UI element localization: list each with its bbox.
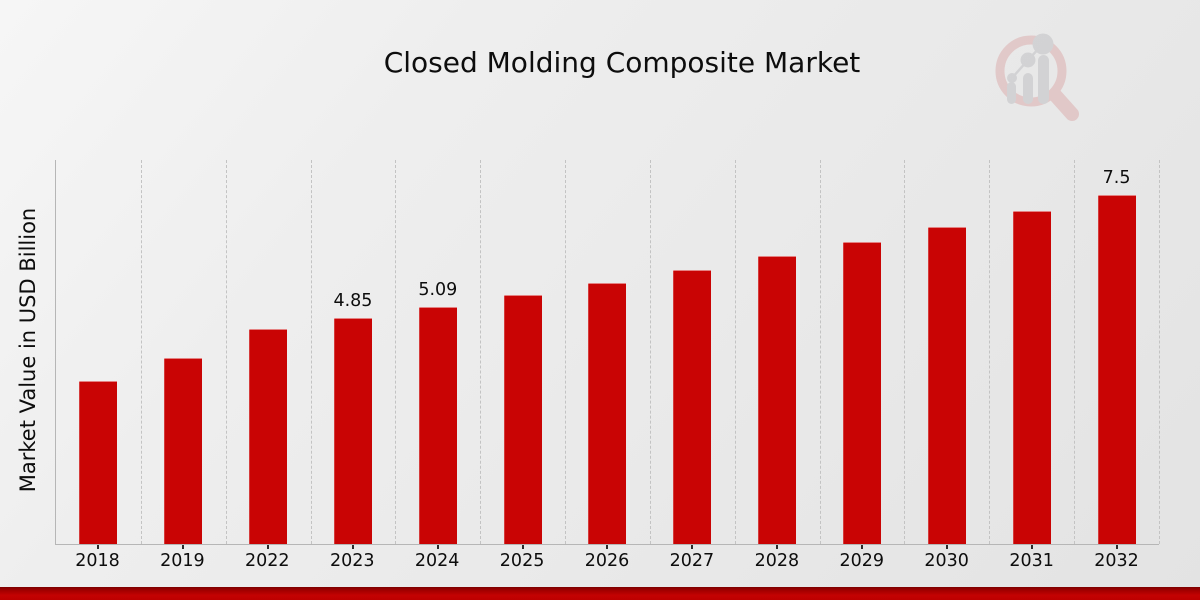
bar-slot-2027 bbox=[650, 160, 735, 549]
gridline bbox=[480, 160, 482, 544]
plot-area: 4.85 5.09 7.5 bbox=[55, 160, 1160, 549]
bar-slot-2032: 7.5 bbox=[1074, 160, 1159, 549]
x-tick-label-2026: 2026 bbox=[584, 551, 630, 571]
x-tick-label-2030: 2030 bbox=[924, 551, 969, 571]
bar-2028 bbox=[758, 256, 797, 544]
x-tick-mark bbox=[182, 545, 185, 549]
x-tick-mark bbox=[1115, 545, 1118, 549]
gridline bbox=[819, 160, 821, 544]
x-tick-mark bbox=[776, 545, 779, 549]
x-tick-mark bbox=[436, 545, 439, 549]
bar-slot-2030 bbox=[904, 160, 989, 549]
bar-slot-2022 bbox=[226, 160, 311, 549]
bar-slot-2028 bbox=[735, 160, 820, 549]
x-tick-label-2024: 2024 bbox=[414, 551, 460, 571]
bar-2024 bbox=[418, 306, 457, 544]
chart-title: Closed Molding Composite Market bbox=[383, 46, 861, 79]
bar-value-label-2023: 4.85 bbox=[333, 291, 373, 311]
bar-slot-2023: 4.85 bbox=[311, 160, 396, 549]
gridline bbox=[1159, 160, 1160, 544]
bar-2025 bbox=[503, 295, 542, 544]
bars-layer: 4.85 5.09 7.5 bbox=[56, 160, 1159, 549]
gridline bbox=[565, 160, 567, 544]
x-tick-mark bbox=[606, 545, 609, 549]
gridline bbox=[1074, 160, 1076, 544]
gridline bbox=[734, 160, 736, 544]
x-tick-mark bbox=[267, 545, 270, 549]
x-tick-label-2022: 2022 bbox=[245, 551, 290, 571]
bar-2026 bbox=[588, 282, 627, 544]
x-tick-mark bbox=[691, 545, 694, 549]
bar-2027 bbox=[673, 269, 712, 544]
gridline bbox=[225, 160, 227, 544]
gridline bbox=[904, 160, 906, 544]
bottom-red-banner bbox=[0, 587, 1200, 600]
x-tick-label-2032: 2032 bbox=[1094, 551, 1139, 571]
magnifier-bar-chart-logo-icon bbox=[995, 33, 1079, 121]
x-tick-mark bbox=[351, 545, 354, 549]
gridline bbox=[395, 160, 397, 544]
bar-value-label-2024: 5.09 bbox=[418, 279, 458, 300]
bar-2029 bbox=[843, 241, 882, 544]
y-axis-label: Market Value in USD Billion bbox=[16, 207, 40, 493]
x-axis-labels: 2018 2019 2022 2023 2024 2025 2026 2027 2028 2029… bbox=[55, 551, 1159, 571]
x-tick-label-2025: 2025 bbox=[499, 551, 545, 571]
x-tick-label-2023: 2023 bbox=[329, 551, 375, 571]
bar-slot-2031 bbox=[989, 160, 1074, 549]
x-tick-mark bbox=[945, 545, 948, 549]
bar-2019 bbox=[164, 358, 203, 544]
bar-slot-2024: 5.09 bbox=[395, 160, 480, 549]
x-tick-mark bbox=[97, 545, 100, 549]
x-tick-mark bbox=[521, 545, 524, 549]
bar-slot-2018 bbox=[56, 160, 141, 549]
x-tick-mark bbox=[1030, 545, 1033, 549]
gridline bbox=[310, 160, 312, 544]
x-tick-label-2031: 2031 bbox=[1009, 551, 1054, 571]
bar-slot-2026 bbox=[565, 160, 650, 549]
bar-2031 bbox=[1012, 210, 1051, 544]
bar-2018 bbox=[79, 380, 118, 544]
bar-2032 bbox=[1097, 194, 1136, 544]
bar-slot-2029 bbox=[820, 160, 905, 549]
gridline bbox=[989, 160, 991, 544]
x-tick-label-2028: 2028 bbox=[754, 551, 800, 571]
bar-slot-2019 bbox=[141, 160, 226, 549]
x-tick-label-2018: 2018 bbox=[75, 551, 120, 571]
bar-2022 bbox=[249, 328, 288, 544]
bar-2030 bbox=[927, 226, 966, 544]
bar-2023 bbox=[333, 318, 372, 544]
bar-value-label-2032: 7.5 bbox=[1102, 167, 1131, 188]
gridline bbox=[649, 160, 651, 544]
x-tick-mark bbox=[861, 545, 864, 549]
x-tick-label-2027: 2027 bbox=[669, 551, 715, 571]
bar-slot-2025 bbox=[480, 160, 565, 549]
x-tick-label-2029: 2029 bbox=[839, 551, 885, 571]
x-tick-label-2019: 2019 bbox=[160, 551, 205, 571]
gridline bbox=[140, 160, 142, 544]
